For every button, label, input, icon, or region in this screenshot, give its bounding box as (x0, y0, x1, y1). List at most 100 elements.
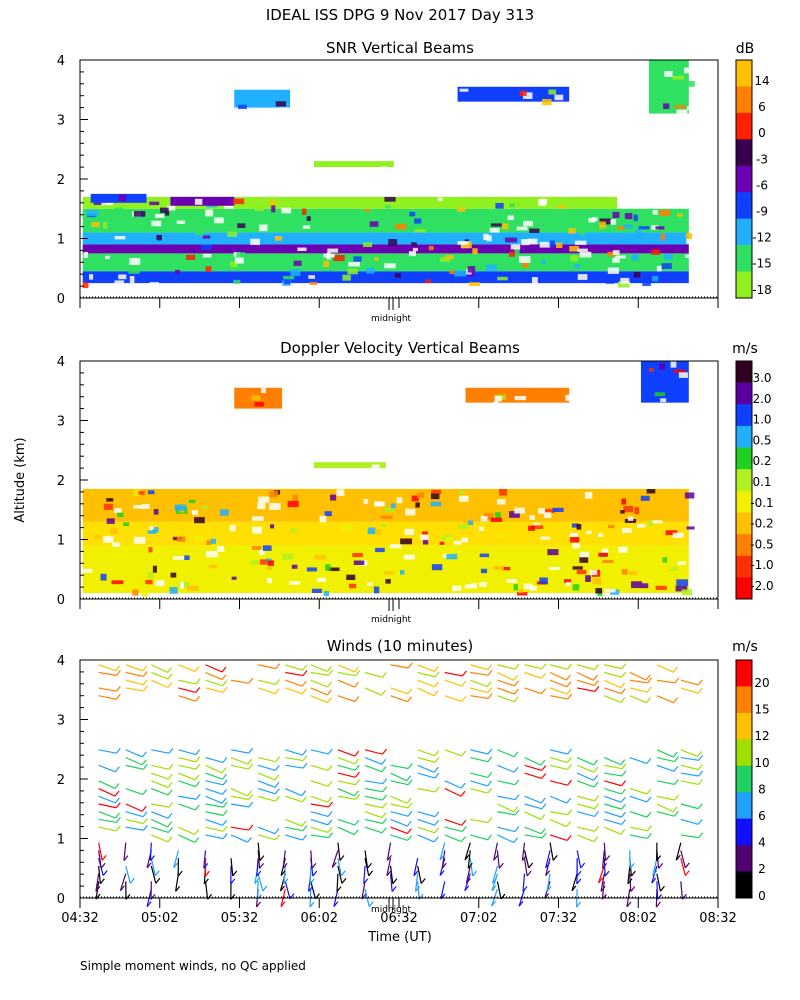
wind-barb (656, 803, 674, 813)
wind-barb-flag (301, 820, 307, 827)
heat-speckle (353, 560, 365, 566)
wind-barb-flag (487, 687, 493, 693)
wind-barb-flag (177, 870, 183, 877)
wind-barb-flag (274, 765, 280, 771)
wind-barb-flag (514, 680, 519, 687)
wind-barb-flag (630, 870, 636, 877)
wind-barb-flag (114, 783, 120, 789)
wind-barb-flag (566, 681, 572, 688)
wind-barb (549, 687, 568, 695)
colorbar-label: -1.0 (750, 558, 773, 572)
heat-speckle (188, 499, 196, 504)
wind-barb (337, 679, 355, 688)
wind-barb (444, 787, 462, 797)
y-tick-label: 0 (57, 292, 65, 307)
wind-barb (675, 842, 682, 861)
heat-speckle (652, 520, 663, 524)
heat-speckle (252, 516, 264, 521)
heat-speckle (323, 591, 330, 597)
wind-barb (178, 795, 197, 800)
heat-speckle (605, 278, 614, 284)
wind-barb-flag (514, 779, 520, 786)
wind-barb (98, 695, 117, 700)
heat-speckle (489, 228, 500, 233)
wind-barb-flag (541, 765, 547, 771)
heat-speckle (518, 256, 531, 263)
wind-barb (604, 764, 623, 770)
wind-barb-flag (567, 693, 573, 700)
wind-barb (173, 850, 179, 868)
heat-speckle (141, 504, 150, 509)
wind-barb (98, 865, 101, 884)
heat-speckle (420, 534, 429, 541)
heat-speckle (662, 557, 668, 563)
heat-speckle (151, 220, 162, 227)
wind-barb (497, 795, 516, 801)
wind-barb-flag (341, 878, 347, 884)
wind-barb-flag (274, 788, 280, 795)
wind-barb-flag (95, 886, 101, 892)
wind-barb-flag (593, 836, 599, 842)
heat-speckle (686, 106, 693, 110)
wind-barb-flag (675, 854, 681, 861)
heat-speckle (656, 265, 662, 272)
wind-barb (497, 687, 515, 695)
heat-speckle (493, 401, 499, 407)
wind-barb-flag (222, 833, 228, 839)
wind-barb-flag (354, 681, 360, 688)
heat-speckle (231, 576, 237, 580)
wind-barb-flag (248, 794, 254, 800)
wind-barb (444, 749, 462, 757)
heat-speckle (569, 245, 580, 252)
heat-speckle (468, 520, 474, 526)
wind-barb-flag (355, 793, 361, 800)
wind-barb (656, 811, 675, 817)
wind-barb (417, 834, 435, 843)
wind-barb (230, 834, 248, 843)
heat-speckle (539, 577, 548, 584)
wind-barb-flag (465, 878, 471, 884)
wind-barb-flag (221, 767, 227, 774)
wind-barb (257, 850, 261, 869)
heat-speckle (571, 523, 579, 528)
wind-barb (656, 795, 675, 801)
heat-speckle (152, 527, 159, 533)
wind-barb-flag (101, 854, 107, 861)
wind-barb (549, 671, 567, 681)
heat-speckle (538, 508, 545, 514)
heat-speckle (442, 553, 451, 558)
wind-barb-flag (381, 812, 387, 819)
heat-speckle (521, 239, 530, 246)
heat-speckle (428, 245, 434, 251)
heat-speckle (468, 282, 480, 286)
heat-speckle (636, 524, 646, 528)
wind-barb (205, 664, 223, 673)
y-tick-label: 4 (57, 654, 65, 669)
heat-speckle (601, 548, 609, 553)
wind-barb (604, 811, 622, 818)
wind-barb-flag (605, 855, 611, 861)
wind-barb (337, 865, 343, 884)
wind-barb-flag (302, 762, 308, 769)
wind-barb-flag (545, 870, 551, 876)
y-tick-label: 3 (57, 415, 65, 430)
wind-barb (470, 695, 489, 700)
heat-speckle (103, 536, 114, 543)
heat-speckle (289, 581, 301, 585)
wind-barb (549, 834, 568, 841)
colorbar-label: 20 (754, 676, 769, 690)
wind-barb-flag (354, 771, 360, 778)
footnote: Simple moment winds, no QC applied (80, 959, 306, 973)
wind-barb (310, 687, 328, 696)
heat-speckle (499, 489, 508, 496)
heat-speckle (290, 528, 297, 534)
colorbar-swatch (736, 447, 752, 470)
heat-speckle (208, 257, 214, 265)
wind-barb (310, 679, 328, 688)
wind-barb-flag (195, 793, 201, 800)
heat-speckle (491, 223, 502, 227)
colorbar-swatch (736, 660, 752, 687)
wind-barb-flag (381, 671, 387, 678)
wind-barb (178, 803, 196, 811)
wind-barb (337, 757, 356, 765)
